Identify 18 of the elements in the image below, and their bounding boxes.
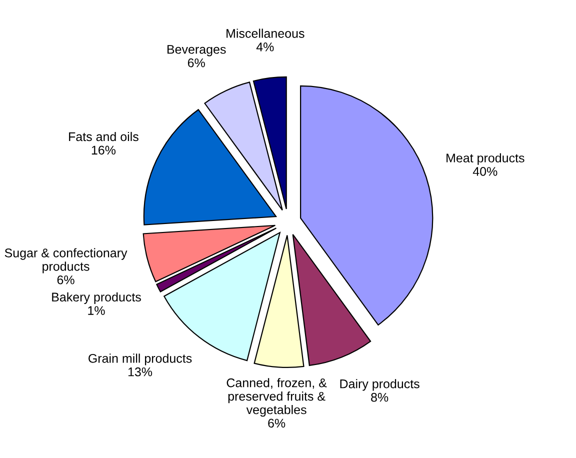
data-label: 1% [88,306,105,315]
slice-label: Miscellaneous [226,28,304,38]
slice-label: Fats and oils [69,132,138,142]
data-label: 40% [472,167,498,176]
data-label: 16% [92,146,116,155]
slice-label: Sugar & confectionary products [4,248,128,274]
slice-label: Meat products [446,153,524,165]
data-label: 6% [57,275,74,284]
slice-label: Grain mill products [88,354,192,366]
data-label: 8% [371,392,388,402]
data-label: 6% [188,58,205,68]
slice-label: Beverages [167,45,226,56]
data-label: 13% [128,367,152,376]
slice-label: Canned, frozen, & preserved fruits & vegetables [226,378,327,417]
slice-label: Bakery products [52,292,141,304]
data-label: 4% [256,42,274,52]
data-label: 6% [268,418,286,428]
slice-label: Dairy products [340,379,420,391]
